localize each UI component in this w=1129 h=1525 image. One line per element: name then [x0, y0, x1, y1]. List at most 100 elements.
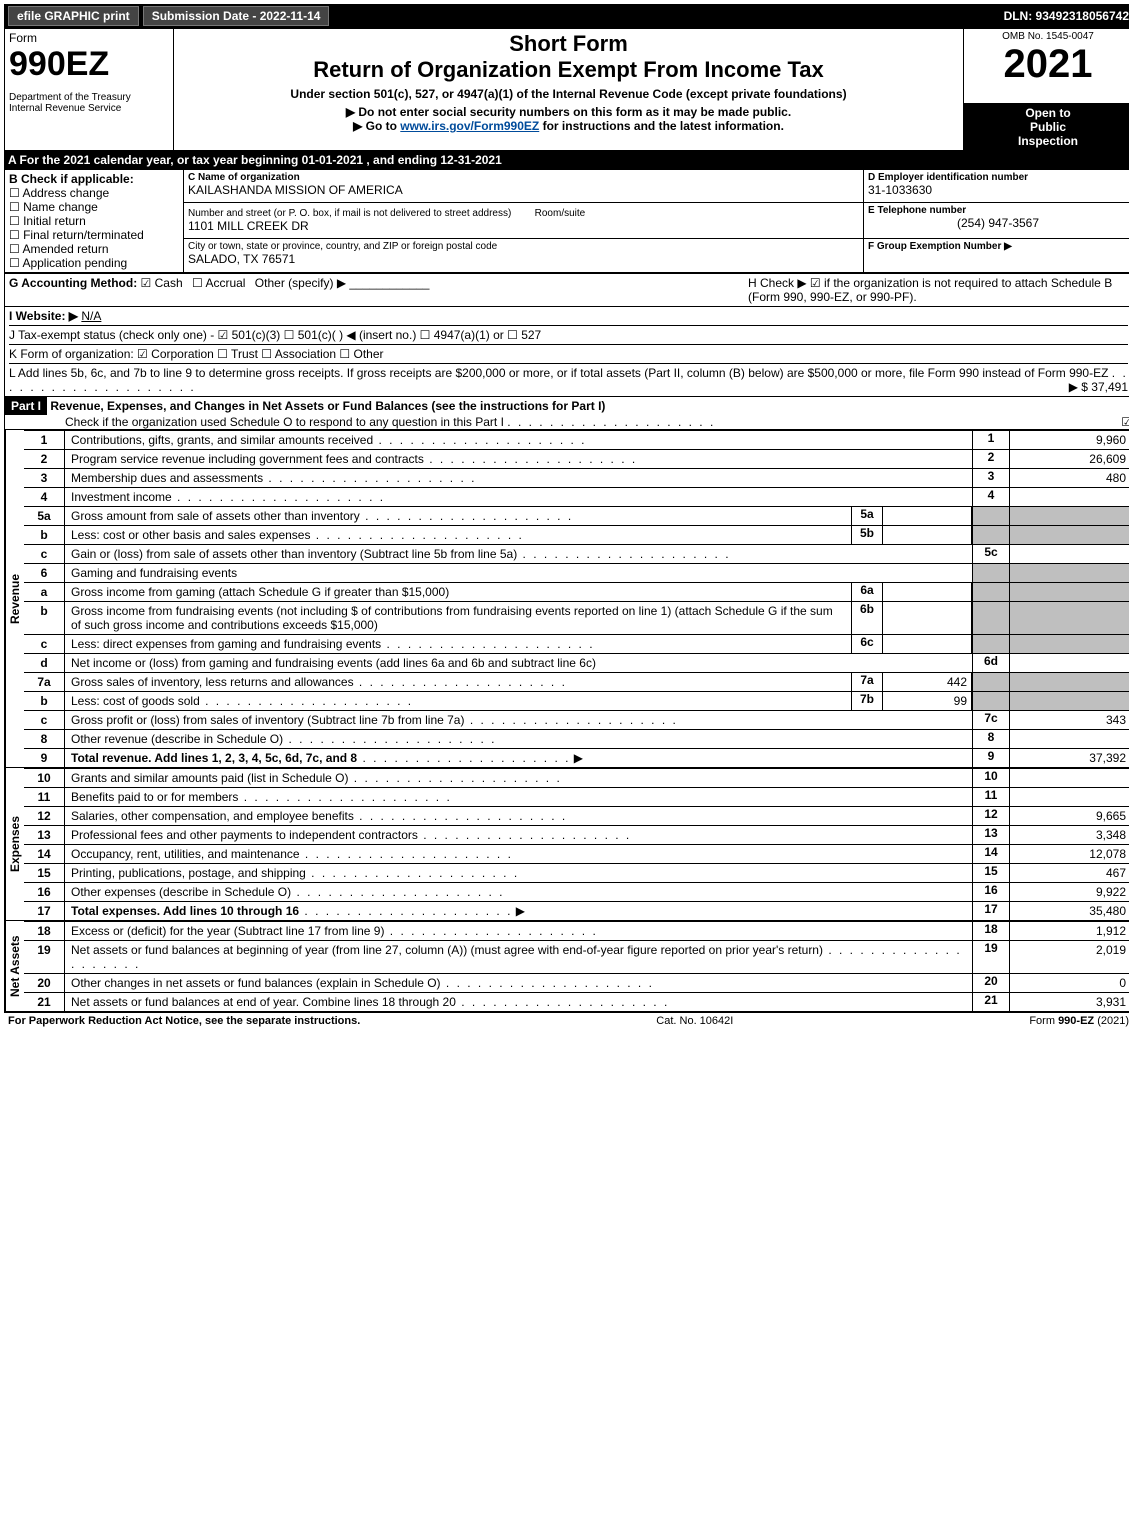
part1-body: Revenue 1Contributions, gifts, grants, a… [4, 430, 1129, 768]
expenses-vlabel: Expenses [5, 768, 24, 920]
line-14-desc: Occupancy, rent, utilities, and maintena… [71, 847, 300, 861]
line-13-num: 13 [972, 826, 1010, 844]
line-l-amount: ▶ $ 37,491 [1069, 380, 1128, 394]
chk-address-change[interactable]: Address change [9, 186, 179, 200]
line-13-desc: Professional fees and other payments to … [71, 828, 418, 842]
org-name: KAILASHANDA MISSION OF AMERICA [188, 183, 859, 197]
chk-schedule-o[interactable] [1121, 415, 1129, 429]
website-value: N/A [81, 309, 101, 323]
line-20-amt: 0 [1010, 974, 1129, 992]
chk-cash[interactable]: Cash [141, 276, 183, 290]
line-3-desc: Membership dues and assessments [71, 471, 263, 485]
ein-value: 31-1033630 [868, 183, 1128, 197]
chk-name-change[interactable]: Name change [9, 200, 179, 214]
open-to: Open to [968, 106, 1128, 120]
line-14-amt: 12,078 [1010, 845, 1129, 863]
line-5c-amt [1010, 545, 1129, 563]
line-13-amt: 3,348 [1010, 826, 1129, 844]
line-19-desc: Net assets or fund balances at beginning… [71, 943, 823, 957]
line-j: J Tax-exempt status (check only one) - ☑… [9, 325, 1128, 342]
line-6b-desc: Gross income from fundraising events (no… [71, 604, 833, 632]
line-16-desc: Other expenses (describe in Schedule O) [71, 885, 291, 899]
line-10-amt [1010, 769, 1129, 787]
line-16-amt: 9,922 [1010, 883, 1129, 901]
line-12-num: 12 [972, 807, 1010, 825]
line-10-desc: Grants and similar amounts paid (list in… [71, 771, 348, 785]
dln-label: DLN: 93492318056742 [1004, 9, 1129, 23]
line-5c-num: 5c [972, 545, 1010, 563]
chk-schedule-b[interactable] [810, 276, 824, 290]
line-1-amt: 9,960 [1010, 431, 1129, 449]
line-2-amt: 26,609 [1010, 450, 1129, 468]
part1-check-note: Check if the organization used Schedule … [65, 415, 504, 429]
part1-label: Part I [5, 397, 47, 415]
chk-final-return[interactable]: Final return/terminated [9, 228, 179, 242]
line-9-num: 9 [972, 749, 1010, 767]
footer-form-num: 990-EZ [1058, 1015, 1094, 1027]
line-9-amt: 37,392 [1010, 749, 1129, 767]
line-4-desc: Investment income [71, 490, 172, 504]
line-l-text: L Add lines 5b, 6c, and 7b to line 9 to … [9, 366, 1108, 380]
lines-ijkl: I Website: ▶ N/A J Tax-exempt status (ch… [4, 307, 1129, 397]
line-19-num: 19 [972, 941, 1010, 973]
box-e-label: E Telephone number [868, 205, 1128, 216]
street-value: 1101 MILL CREEK DR [188, 219, 859, 233]
line-g-label: G Accounting Method: [9, 276, 137, 290]
line-18-num: 18 [972, 922, 1010, 940]
chk-initial-return[interactable]: Initial return [9, 214, 179, 228]
goto-post: for instructions and the latest informat… [539, 119, 784, 133]
line-6c-sub: 6c [851, 635, 883, 653]
omb-number: OMB No. 1545-0047 [968, 31, 1128, 42]
line-21-desc: Net assets or fund balances at end of ye… [71, 995, 456, 1009]
line-7a-desc: Gross sales of inventory, less returns a… [71, 675, 354, 689]
line-7c-amt: 343 [1010, 711, 1129, 729]
other-specify: Other (specify) ▶ [255, 276, 346, 290]
line-6-desc: Gaming and fundraising events [65, 564, 972, 582]
line-11-num: 11 [972, 788, 1010, 806]
line-6a-sub: 6a [851, 583, 883, 601]
line-7c-desc: Gross profit or (loss) from sales of inv… [71, 713, 464, 727]
page-footer: For Paperwork Reduction Act Notice, see … [4, 1012, 1129, 1029]
line-8-num: 8 [972, 730, 1010, 748]
city-value: SALADO, TX 76571 [188, 252, 859, 266]
line-5b-subamt [883, 526, 972, 544]
part1-title: Revenue, Expenses, and Changes in Net As… [50, 399, 605, 413]
chk-amended-return[interactable]: Amended return [9, 242, 179, 256]
line-7b-desc: Less: cost of goods sold [71, 694, 200, 708]
chk-application-pending[interactable]: Application pending [9, 256, 179, 270]
line-5b-sub: 5b [851, 526, 883, 544]
line-3-num: 3 [972, 469, 1010, 487]
line-6b-sub: 6b [851, 602, 883, 634]
street-label: Number and street (or P. O. box, if mail… [188, 208, 511, 219]
chk-accrual[interactable]: Accrual [192, 276, 245, 290]
line-6d-amt [1010, 654, 1129, 672]
line-a: A For the 2021 calendar year, or tax yea… [4, 151, 1129, 169]
netassets-vlabel: Net Assets [5, 921, 24, 1011]
line-18-amt: 1,912 [1010, 922, 1129, 940]
line-5a-desc: Gross amount from sale of assets other t… [71, 509, 360, 523]
line-2-num: 2 [972, 450, 1010, 468]
line-1-desc: Contributions, gifts, grants, and simila… [71, 433, 373, 447]
line-17-amt: 35,480 [1010, 902, 1129, 920]
line-i-label: I Website: ▶ [9, 309, 78, 323]
expenses-body: Expenses 10 Grants and similar amounts pa… [4, 768, 1129, 921]
footer-form-pre: Form [1029, 1015, 1058, 1027]
submission-date-button[interactable]: Submission Date - 2022-11-14 [143, 6, 330, 26]
efile-print-button[interactable]: efile GRAPHIC print [8, 6, 139, 26]
line-17-num: 17 [972, 902, 1010, 920]
box-b-title: B Check if applicable: [9, 172, 179, 186]
line-5b-desc: Less: cost or other basis and sales expe… [71, 528, 310, 542]
title-return: Return of Organization Exempt From Incom… [178, 57, 959, 83]
line-21-num: 21 [972, 993, 1010, 1011]
accounting-block: G Accounting Method: Cash Accrual Other … [4, 273, 1129, 307]
line-4-num: 4 [972, 488, 1010, 506]
box-f-label: F Group Exemption Number ▶ [868, 241, 1128, 252]
phone-value: (254) 947-3567 [868, 216, 1128, 230]
revenue-vlabel: Revenue [5, 430, 24, 767]
netassets-body: Net Assets 18Excess or (deficit) for the… [4, 921, 1129, 1012]
note-goto: ▶ Go to www.irs.gov/Form990EZ for instru… [178, 119, 959, 133]
footer-form-post: (2021) [1094, 1015, 1129, 1027]
line-10-num: 10 [972, 769, 1010, 787]
irs-link[interactable]: www.irs.gov/Form990EZ [400, 119, 539, 133]
line-20-num: 20 [972, 974, 1010, 992]
